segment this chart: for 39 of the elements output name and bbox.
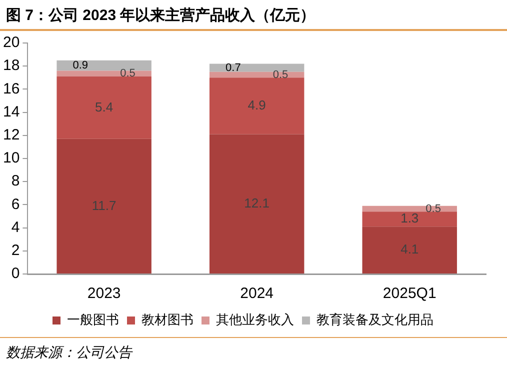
data-label: 5.4 — [95, 99, 114, 114]
data-label: 1.3 — [400, 210, 419, 226]
y-tick-label: 10 — [2, 150, 20, 167]
data-label: 4.9 — [248, 98, 266, 113]
y-tick-label: 14 — [2, 103, 20, 120]
y-tick-label: 4 — [11, 218, 20, 236]
legend-label: 其他业务收入 — [216, 312, 294, 328]
data-label: 4.1 — [400, 242, 419, 257]
data-label: 0.5 — [120, 68, 136, 80]
legend-label: 教育装备及文化用品 — [316, 312, 434, 328]
bar — [209, 134, 304, 274]
legend-label: 教材图书 — [142, 312, 194, 328]
y-tick-label: 8 — [11, 172, 20, 190]
bar — [362, 226, 457, 274]
data-label: 12.1 — [244, 195, 270, 210]
y-tick-label: 18 — [2, 57, 20, 74]
bar — [209, 78, 304, 134]
data-label: 11.7 — [92, 198, 116, 213]
x-tick-label: 2024 — [240, 285, 274, 302]
bar — [209, 64, 304, 72]
y-tick-label: 12 — [2, 126, 20, 144]
source-note: 数据来源：公司公告 — [0, 337, 507, 362]
y-tick-label: 20 — [2, 34, 20, 52]
bar — [362, 212, 457, 227]
x-tick-label: 2023 — [87, 285, 121, 302]
data-label: 0.5 — [426, 202, 441, 215]
y-tick-label: 16 — [2, 80, 20, 98]
data-label: 0.5 — [272, 68, 288, 81]
data-label: 0.9 — [72, 60, 88, 72]
chart-title: 图 7：公司 2023 年以来主营产品收入（亿元） — [0, 0, 507, 31]
bar — [56, 70, 152, 76]
y-tick-label: 0 — [11, 265, 20, 282]
bar — [56, 138, 152, 274]
x-tick-label: 2025Q1 — [382, 285, 436, 302]
bar — [56, 76, 152, 139]
legend-label: 一般图书 — [67, 312, 119, 328]
y-tick-label: 6 — [11, 196, 20, 213]
data-label: 0.7 — [226, 62, 241, 74]
y-tick-label: 2 — [11, 242, 20, 260]
